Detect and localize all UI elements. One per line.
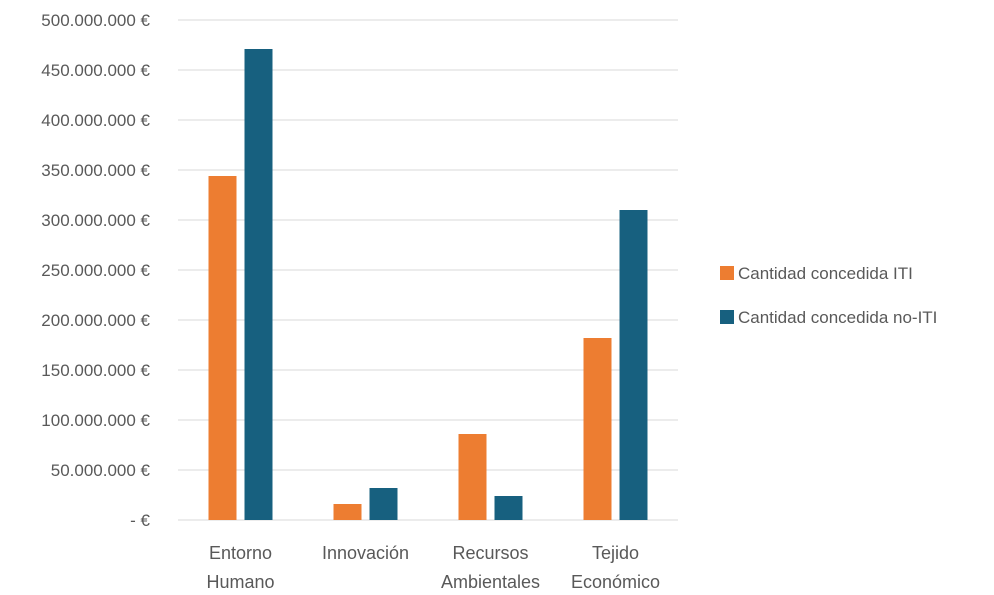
y-axis-tick-labels: - € 50.000.000 € 100.000.000 € 150.000.000 … — [41, 11, 150, 530]
y-tick-label: 450.000.000 € — [41, 61, 150, 80]
bar-iti — [333, 504, 362, 520]
y-tick-label: 200.000.000 € — [41, 311, 150, 330]
y-tick-label: 250.000.000 € — [41, 261, 150, 280]
x-category-label: Entorno Humano — [206, 543, 274, 590]
x-category-label-line: Recursos — [452, 543, 528, 563]
bar-no-iti — [244, 49, 273, 520]
x-category-label-line: Entorno — [209, 543, 272, 563]
legend-label: Cantidad concedida ITI — [738, 264, 913, 283]
bar-no-iti — [494, 496, 523, 520]
y-tick-label: 400.000.000 € — [41, 111, 150, 130]
bar-iti — [208, 176, 237, 520]
bar-iti — [458, 434, 487, 520]
x-category-label: Tejido Económico — [571, 543, 660, 590]
y-tick-label: 300.000.000 € — [41, 211, 150, 230]
x-category-label: Innovación — [322, 543, 409, 563]
x-category-label-line: Tejido — [592, 543, 639, 563]
y-tick-label: 100.000.000 € — [41, 411, 150, 430]
bar-no-iti — [619, 210, 648, 520]
x-axis-category-labels: Entorno Humano Innovación Recursos Ambiental… — [206, 543, 660, 592]
x-category-label: Recursos Ambientales — [441, 543, 540, 590]
bars — [208, 49, 648, 520]
x-category-label-line: Ambientales — [441, 572, 540, 590]
y-tick-label: 500.000.000 € — [41, 11, 150, 30]
x-category-label-line: Innovación — [322, 543, 409, 563]
y-tick-label: 50.000.000 € — [51, 461, 151, 480]
y-tick-label: 150.000.000 € — [41, 361, 150, 380]
legend-swatch — [720, 266, 734, 280]
bar-no-iti — [369, 488, 398, 520]
y-tick-label: - € — [130, 511, 150, 530]
legend: Cantidad concedida ITI Cantidad concedida… — [720, 264, 937, 327]
legend-swatch — [720, 310, 734, 324]
y-tick-label: 350.000.000 € — [41, 161, 150, 180]
legend-label: Cantidad concedida no-ITI — [738, 308, 937, 327]
x-category-label-line: Económico — [571, 572, 660, 590]
x-category-label-line: Humano — [206, 572, 274, 590]
bar-iti — [583, 338, 612, 520]
